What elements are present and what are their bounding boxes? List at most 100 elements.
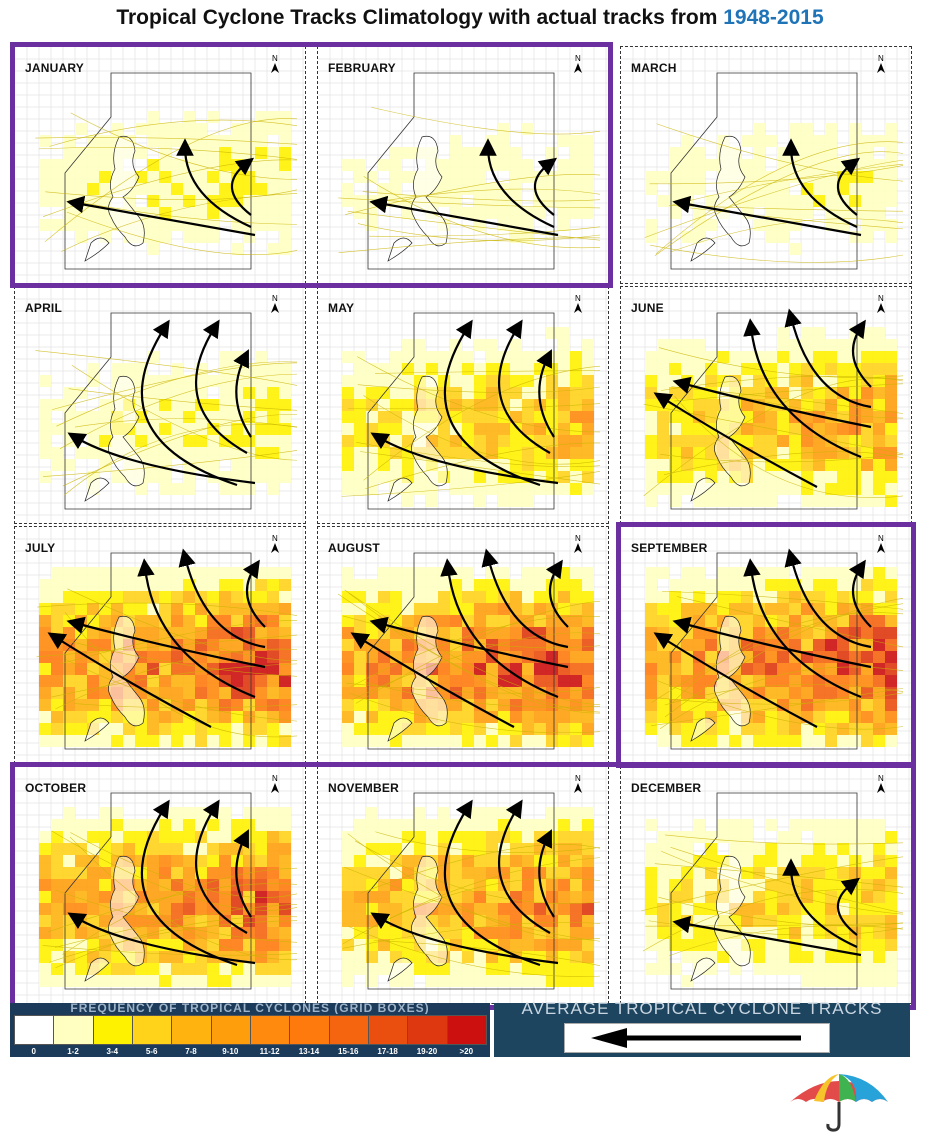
cyclone-map: N	[621, 527, 911, 763]
title-years: 1948-2015	[723, 6, 824, 29]
svg-text:N: N	[272, 534, 278, 543]
tracks-legend-arrow-box	[564, 1023, 830, 1053]
legend-bin-label: 5-6	[145, 1047, 158, 1056]
left-arrow-icon	[591, 1028, 801, 1048]
month-label: DECEMBER	[631, 781, 702, 795]
average-track-arrows	[66, 138, 256, 237]
average-track-arrows	[370, 799, 559, 967]
svg-text:N: N	[272, 54, 278, 63]
svg-text:N: N	[575, 774, 581, 783]
frequency-legend-labels: 0 1-2 3-4 5-6 7-8 9-10 11-12 13-14 15-16 17-18 19-…	[14, 1047, 486, 1057]
month-label: NOVEMBER	[328, 781, 399, 795]
month-label: JUNE	[631, 301, 664, 315]
north-arrow-icon: N	[271, 54, 279, 73]
map-panel-november: N NOVEMBER	[317, 766, 609, 1004]
frequency-cells	[39, 567, 291, 747]
tracks-legend-title: AVERAGE TROPICAL CYCLONE TRACKS	[521, 999, 883, 1016]
archipelago-outline	[387, 855, 448, 982]
cyclone-map: N	[15, 767, 305, 1003]
frequency-legend: FREQUENCY OF TROPICAL CYCLONES (GRID BOX…	[10, 1001, 490, 1057]
legend-swatch	[53, 1015, 94, 1045]
umbrella-logo-icon	[790, 1074, 888, 1132]
archipelago-outline	[387, 375, 448, 502]
map-panel-october: N OCTOBER	[14, 766, 306, 1004]
legend-swatch	[131, 1015, 173, 1045]
month-label: OCTOBER	[25, 781, 87, 795]
north-arrow-icon: N	[574, 54, 582, 73]
title-text: Tropical Cyclone Tracks Climatology with…	[116, 6, 718, 29]
archipelago-outline	[84, 855, 145, 982]
average-track-arrows	[370, 319, 559, 487]
legend-bin-label: 13-14	[298, 1047, 320, 1056]
average-track-arrows	[350, 548, 569, 728]
archipelago-outline	[690, 135, 751, 262]
legend-bin-label: 7-8	[185, 1047, 197, 1056]
archipelago-outline	[690, 615, 751, 742]
map-panel-may: N MAY	[317, 286, 609, 524]
responsibility-area-outline	[367, 552, 555, 750]
legend-swatch	[289, 1015, 330, 1045]
tracks-legend: AVERAGE TROPICAL CYCLONE TRACKS	[494, 999, 910, 1057]
legend-bin-label: 15-16	[338, 1047, 359, 1056]
cyclone-map: N	[15, 287, 305, 523]
responsibility-area-outline	[64, 72, 252, 270]
cyclone-map: N	[318, 287, 608, 523]
map-panel-july: N JULY	[14, 526, 306, 764]
legend-swatch	[328, 1015, 369, 1045]
map-panel-february: N FEBRUARY	[317, 46, 609, 284]
cyclone-map: N	[318, 527, 608, 763]
cyclone-map: N	[621, 287, 911, 523]
north-arrow-icon: N	[877, 534, 885, 553]
svg-text:N: N	[878, 534, 884, 543]
map-panel-january: N JANUARY	[14, 46, 306, 284]
frequency-cells	[342, 327, 594, 507]
legend-swatch	[14, 1015, 55, 1045]
legend-swatch	[171, 1015, 212, 1045]
cyclone-map: N	[621, 47, 911, 283]
callout-oct-dec	[10, 762, 916, 1010]
north-arrow-icon: N	[574, 294, 582, 313]
legend-swatch	[407, 1015, 448, 1045]
archipelago-outline	[387, 135, 448, 262]
svg-text:N: N	[878, 54, 884, 63]
legend-bin-label: 9-10	[222, 1047, 239, 1056]
legend-swatch	[367, 1015, 409, 1045]
archipelago-outline	[84, 615, 145, 742]
responsibility-area-outline	[670, 552, 858, 750]
svg-text:N: N	[575, 54, 581, 63]
month-label: FEBRUARY	[328, 61, 396, 75]
north-arrow-icon: N	[877, 294, 885, 313]
north-arrow-icon: N	[877, 54, 885, 73]
responsibility-area-outline	[64, 792, 252, 990]
frequency-cells	[39, 351, 291, 495]
responsibility-area-outline	[367, 72, 555, 270]
monthly-map-grid: N JANUARY N FEBRUARY N MARCH N APRIL N MAY N JUNE N J…	[10, 42, 916, 1010]
responsibility-area-outline	[367, 312, 555, 510]
average-track-arrows	[369, 138, 559, 237]
cyclone-map: N	[15, 47, 305, 283]
legend-bin-label: 19-20	[416, 1047, 438, 1056]
legend-bin-label: 3-4	[106, 1047, 119, 1056]
svg-text:N: N	[878, 294, 884, 303]
legend-bin-label: 1-2	[67, 1047, 79, 1056]
map-panel-september: N SEPTEMBER	[620, 526, 912, 764]
responsibility-area-outline	[670, 792, 858, 990]
average-track-arrows	[672, 858, 862, 957]
callout-jan-feb	[10, 42, 613, 288]
archipelago-outline	[387, 615, 448, 742]
cyclone-map: N	[15, 527, 305, 763]
map-panel-august: N AUGUST	[317, 526, 609, 764]
north-arrow-icon: N	[574, 534, 582, 553]
map-panel-june: N JUNE	[620, 286, 912, 524]
frequency-cells	[342, 567, 594, 747]
legend-swatch	[92, 1015, 133, 1045]
north-arrow-icon: N	[877, 774, 885, 793]
map-panel-april: N APRIL	[14, 286, 306, 524]
responsibility-area-outline	[670, 72, 858, 270]
month-label: MAY	[328, 301, 355, 315]
north-arrow-icon: N	[271, 534, 279, 553]
svg-text:N: N	[878, 774, 884, 783]
north-arrow-icon: N	[574, 774, 582, 793]
month-label: AUGUST	[328, 541, 380, 555]
legend-bin-label: 11-12	[259, 1047, 280, 1056]
